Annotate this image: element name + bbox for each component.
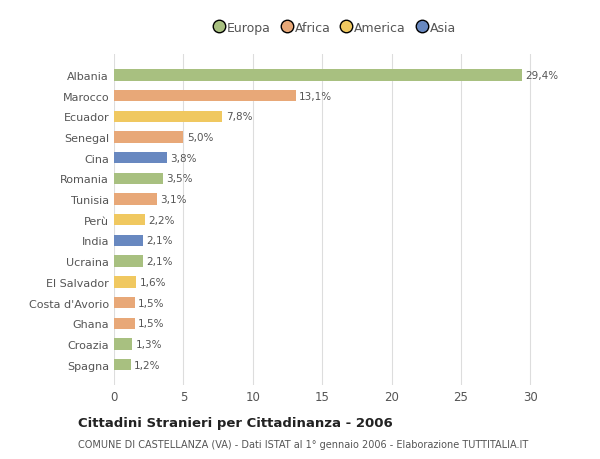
Bar: [114, 132, 184, 143]
Bar: [114, 194, 157, 205]
Bar: [114, 339, 132, 350]
Bar: [114, 297, 135, 308]
Bar: [114, 256, 143, 267]
Bar: [114, 174, 163, 185]
Text: COMUNE DI CASTELLANZA (VA) - Dati ISTAT al 1° gennaio 2006 - Elaborazione TUTTIT: COMUNE DI CASTELLANZA (VA) - Dati ISTAT …: [78, 439, 528, 449]
Text: 1,5%: 1,5%: [138, 319, 165, 329]
Bar: [114, 112, 222, 123]
Bar: [114, 215, 145, 226]
Text: 13,1%: 13,1%: [299, 91, 332, 101]
Text: 1,2%: 1,2%: [134, 360, 161, 370]
Bar: [114, 235, 143, 246]
Text: 1,6%: 1,6%: [140, 277, 166, 287]
Text: 3,1%: 3,1%: [160, 195, 187, 205]
Text: 2,1%: 2,1%: [146, 236, 173, 246]
Text: 2,1%: 2,1%: [146, 257, 173, 267]
Text: 2,2%: 2,2%: [148, 215, 175, 225]
Bar: [114, 318, 135, 329]
Text: 3,8%: 3,8%: [170, 153, 197, 163]
Bar: [114, 91, 296, 102]
Text: 7,8%: 7,8%: [226, 112, 252, 122]
Text: 1,3%: 1,3%: [136, 339, 162, 349]
Text: 3,5%: 3,5%: [166, 174, 193, 184]
Legend: Europa, Africa, America, Asia: Europa, Africa, America, Asia: [216, 22, 456, 34]
Text: 5,0%: 5,0%: [187, 133, 213, 143]
Text: Cittadini Stranieri per Cittadinanza - 2006: Cittadini Stranieri per Cittadinanza - 2…: [78, 416, 393, 429]
Bar: [114, 277, 136, 288]
Bar: [114, 70, 522, 81]
Bar: [114, 359, 131, 370]
Bar: [114, 153, 167, 164]
Text: 29,4%: 29,4%: [526, 71, 559, 81]
Text: 1,5%: 1,5%: [138, 298, 165, 308]
